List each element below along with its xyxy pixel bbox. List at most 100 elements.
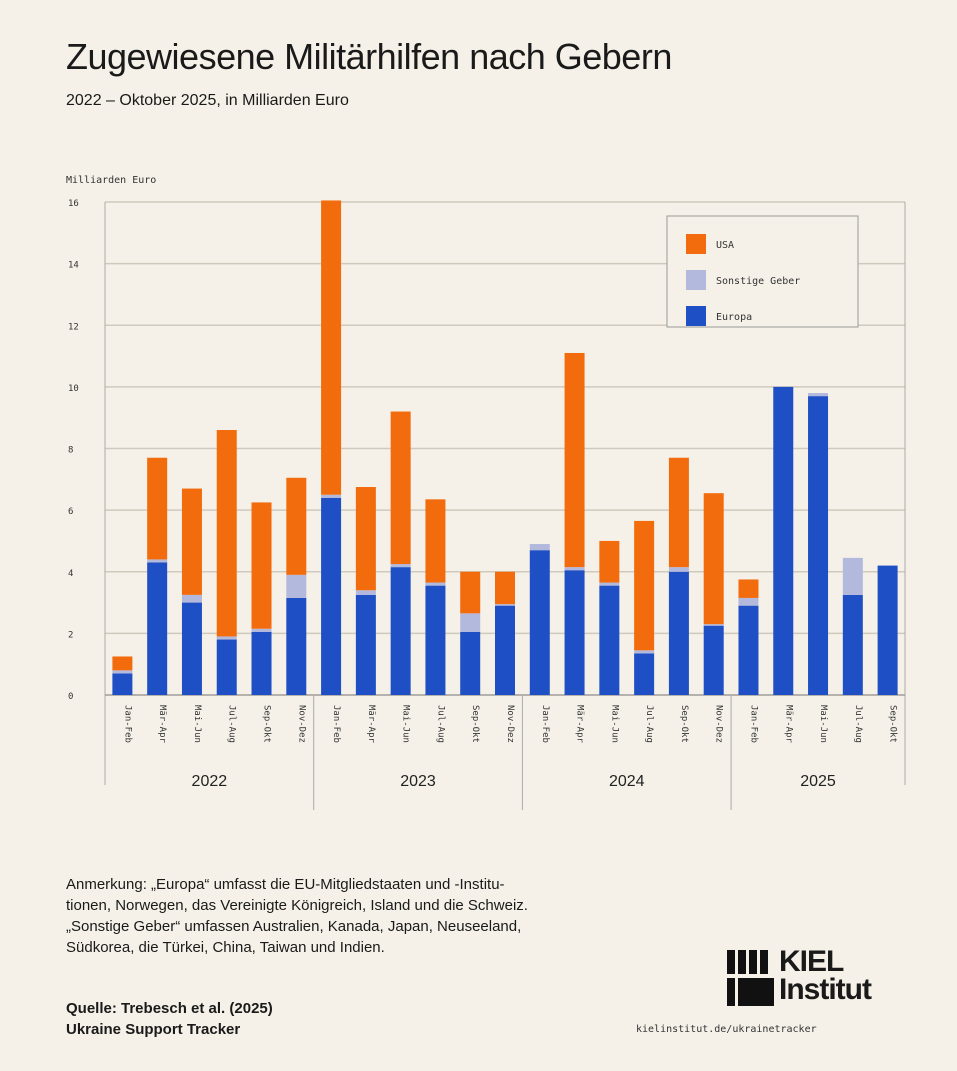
bar-segment-sonstige-geber — [181, 594, 202, 603]
bar-segment-sonstige-geber — [390, 564, 411, 568]
bar-segment-sonstige-geber — [668, 567, 689, 572]
bar-segment-usa — [251, 502, 272, 629]
y-tick-label: 8 — [68, 446, 73, 456]
logo-line-2: Institut — [779, 973, 872, 1006]
bar-segment-sonstige-geber — [286, 574, 307, 598]
bar-segment-usa — [321, 200, 342, 495]
x-tick-label: Mai-Jun — [609, 705, 619, 743]
bar-segment-usa — [599, 540, 620, 583]
bar-segment-sonstige-geber — [425, 582, 446, 586]
bar-segment-usa — [495, 571, 515, 605]
legend-label: Sonstige Geber — [716, 276, 800, 287]
bar-segment-sonstige-geber — [147, 559, 168, 563]
x-tick-label: Mär-Apr — [575, 705, 585, 744]
bar-segment-europa — [842, 594, 863, 695]
x-tick-label: Mai-Jun — [401, 705, 411, 743]
bar-segment-usa — [738, 579, 759, 598]
bar-segment-usa — [390, 411, 411, 565]
year-label: 2022 — [192, 773, 228, 790]
chart-subtitle: 2022 – Oktober 2025, in Milliarden Euro — [66, 92, 349, 109]
bar-segment-usa — [668, 457, 689, 568]
bar-segment-usa — [460, 571, 481, 614]
logo-mark-icon — [727, 950, 774, 1006]
footnote-line: tionen, Norwegen, das Vereinigte Königre… — [66, 897, 528, 914]
year-label: 2024 — [609, 773, 645, 790]
x-tick-label: Sep-Okt — [262, 705, 272, 743]
bar-segment-usa — [147, 457, 168, 560]
x-tick-label: Nov-Dez — [296, 705, 306, 743]
footnote-line: „Sonstige Geber“ umfassen Australien, Ka… — [66, 918, 522, 935]
bar-segment-europa — [634, 653, 655, 695]
bar-segment-sonstige-geber — [321, 494, 342, 498]
bar-segment-europa — [877, 565, 898, 695]
bar-segment-usa — [286, 477, 307, 575]
bar-segment-usa — [216, 430, 237, 637]
y-tick-label: 12 — [68, 322, 79, 332]
bar-segment-sonstige-geber — [808, 393, 829, 397]
bar-segment-europa — [738, 605, 759, 695]
bar-segment-europa — [355, 594, 376, 695]
x-tick-label: Jul-Aug — [435, 705, 445, 743]
bar-segment-sonstige-geber — [112, 670, 133, 674]
bar-segment-europa — [216, 639, 237, 695]
year-label: 2025 — [800, 773, 836, 790]
footnote: Anmerkung: „Europa“ umfasst die EU-Mitgl… — [66, 874, 528, 958]
legend-swatch — [686, 306, 706, 326]
bar-segment-usa — [703, 493, 724, 625]
bar-segment-sonstige-geber — [355, 590, 376, 595]
y-tick-label: 10 — [68, 384, 79, 394]
bar-segment-europa — [286, 597, 307, 695]
y-axis-label: Milliarden Euro — [66, 175, 156, 186]
bar-segment-sonstige-geber — [216, 636, 237, 640]
x-tick-label: Mär-Apr — [157, 705, 167, 744]
bar-segment-europa — [181, 602, 202, 695]
x-tick-label: Nov-Dez — [505, 705, 515, 743]
x-tick-label: Mär-Apr — [366, 705, 376, 744]
source: Quelle: Trebesch et al. (2025) Ukraine S… — [66, 998, 273, 1040]
x-tick-label: Sep-Okt — [679, 705, 689, 743]
logo-line-1: KIEL — [779, 945, 844, 978]
y-tick-label: 2 — [68, 630, 73, 640]
bar-segment-europa — [599, 585, 620, 695]
x-tick-label: Jan-Feb — [122, 705, 132, 743]
bar-segment-europa — [529, 550, 550, 695]
chart-title: Zugewiesene Militärhilfen nach Gebern — [66, 36, 672, 77]
bar-segment-europa — [495, 605, 515, 695]
bar-segment-europa — [668, 571, 689, 695]
y-tick-label: 14 — [68, 261, 79, 271]
bar-segment-europa — [390, 567, 411, 695]
bar-segment-europa — [808, 396, 829, 695]
bar-segment-sonstige-geber — [495, 604, 515, 606]
legend-swatch — [686, 234, 706, 254]
x-tick-label: Mai-Jun — [192, 705, 202, 743]
x-tick-label: Jan-Feb — [540, 705, 550, 743]
bar-segment-sonstige-geber — [738, 597, 759, 606]
x-tick-label: Jul-Aug — [644, 705, 654, 743]
x-tick-label: Jan-Feb — [331, 705, 341, 743]
x-tick-label: Jul-Aug — [227, 705, 237, 743]
bar-segment-europa — [703, 625, 724, 695]
logo-text: KIEL Institut — [779, 945, 872, 1006]
bar-segment-usa — [181, 488, 202, 595]
bar-segment-sonstige-geber — [842, 557, 863, 595]
x-tick-label: Sep-Okt — [470, 705, 480, 743]
bar-segment-usa — [634, 520, 655, 651]
footnote-line: Südkorea, die Türkei, China, Taiwan und … — [66, 939, 385, 956]
y-tick-label: 16 — [68, 199, 79, 209]
bar-segment-europa — [321, 497, 342, 695]
x-tick-label: Jan-Feb — [748, 705, 758, 743]
legend-swatch — [686, 270, 706, 290]
bar-segment-usa — [355, 487, 376, 591]
y-tick-label: 6 — [68, 507, 73, 517]
source-line: Ukraine Support Tracker — [66, 1021, 241, 1038]
bar-segment-europa — [460, 631, 481, 695]
bar-segment-sonstige-geber — [529, 544, 550, 551]
bar-segment-europa — [147, 562, 168, 695]
bar-segment-usa — [425, 499, 446, 583]
bar-segment-sonstige-geber — [634, 650, 655, 654]
legend-label: USA — [716, 240, 734, 251]
x-tick-label: Sep-Okt — [888, 705, 898, 743]
y-tick-label: 0 — [68, 692, 73, 702]
x-tick-label: Jul-Aug — [853, 705, 863, 743]
bar-segment-sonstige-geber — [703, 624, 724, 626]
